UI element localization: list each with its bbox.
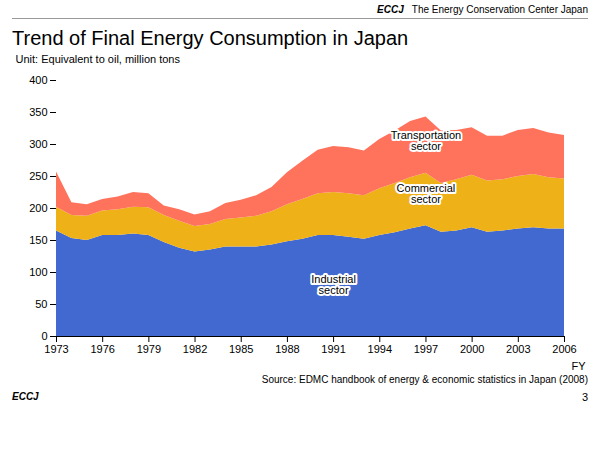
svg-text:FY: FY <box>571 360 586 372</box>
svg-text:1979: 1979 <box>137 343 161 355</box>
html-text:Trend of Final Energy Consumpt: Trend of Final Energy Consumption in Jap… <box>12 27 409 49</box>
html-text:Source: EDMC handbook of energ: Source: EDMC handbook of energy & econom… <box>261 374 588 385</box>
html-text:ECCJ: ECCJ <box>12 391 39 402</box>
svg-text:2003: 2003 <box>506 343 530 355</box>
svg-text:400: 400 <box>29 74 47 86</box>
svg-text:2006: 2006 <box>552 343 576 355</box>
svg-text:Industrialsector: Industrialsector <box>311 273 356 296</box>
svg-text:1982: 1982 <box>183 343 207 355</box>
svg-text:1985: 1985 <box>229 343 253 355</box>
svg-text:0: 0 <box>41 330 47 342</box>
svg-text:100: 100 <box>29 266 47 278</box>
svg-text:1973: 1973 <box>44 343 68 355</box>
svg-text:250: 250 <box>29 170 47 182</box>
svg-text:1997: 1997 <box>414 343 438 355</box>
html-text:ECCJ: ECCJ <box>377 4 404 15</box>
svg-text:1976: 1976 <box>90 343 114 355</box>
svg-text:200: 200 <box>29 202 47 214</box>
svg-text:350: 350 <box>29 106 47 118</box>
html-text:The Energy Conservation Center: The Energy Conservation Center Japan <box>411 4 588 15</box>
svg-text:50: 50 <box>35 298 47 310</box>
svg-text:300: 300 <box>29 138 47 150</box>
svg-text:1991: 1991 <box>321 343 345 355</box>
svg-text:Unit: Equivalent to oil, milli: Unit: Equivalent to oil, million tons <box>16 53 181 65</box>
svg-text:150: 150 <box>29 234 47 246</box>
html-text:3: 3 <box>581 391 588 403</box>
svg-text:Transportationsector: Transportationsector <box>391 129 462 152</box>
svg-text:1994: 1994 <box>368 343 392 355</box>
svg-text:2000: 2000 <box>460 343 484 355</box>
svg-text:1988: 1988 <box>275 343 299 355</box>
svg-text:Commercialsector: Commercialsector <box>397 182 456 205</box>
